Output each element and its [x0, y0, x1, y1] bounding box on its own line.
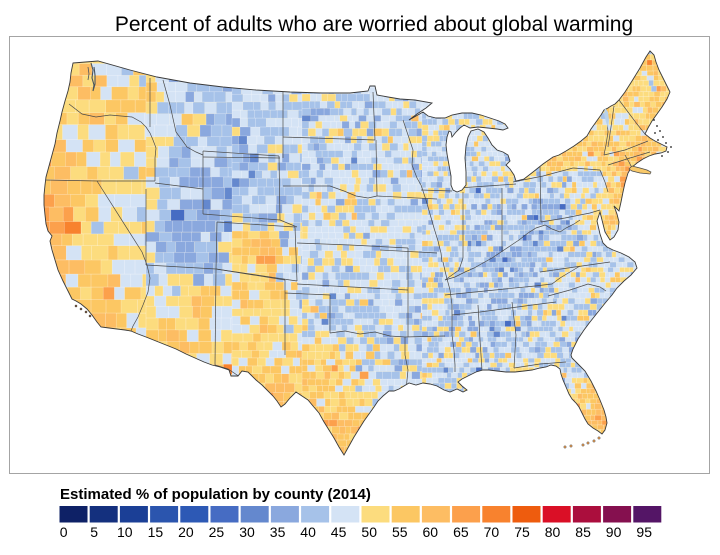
svg-text:55: 55 [392, 524, 408, 540]
svg-text:65: 65 [453, 524, 469, 540]
svg-text:Estimated % of population by c: Estimated % of population by county (201… [60, 486, 371, 503]
svg-text:45: 45 [331, 524, 347, 540]
svg-text:95: 95 [636, 524, 652, 540]
svg-text:90: 90 [606, 524, 622, 540]
svg-text:80: 80 [545, 524, 561, 540]
svg-text:20: 20 [178, 524, 194, 540]
svg-text:15: 15 [148, 524, 164, 540]
svg-text:10: 10 [117, 524, 133, 540]
svg-text:30: 30 [239, 524, 255, 540]
svg-text:5: 5 [90, 524, 98, 540]
svg-text:85: 85 [575, 524, 591, 540]
svg-text:60: 60 [423, 524, 439, 540]
svg-text:70: 70 [484, 524, 500, 540]
svg-text:40: 40 [300, 524, 316, 540]
svg-text:25: 25 [209, 524, 225, 540]
svg-text:75: 75 [514, 524, 530, 540]
svg-text:35: 35 [270, 524, 286, 540]
svg-text:Percent of adults who are worr: Percent of adults who are worried about … [115, 13, 633, 36]
svg-text:0: 0 [60, 524, 68, 540]
svg-text:50: 50 [361, 524, 377, 540]
